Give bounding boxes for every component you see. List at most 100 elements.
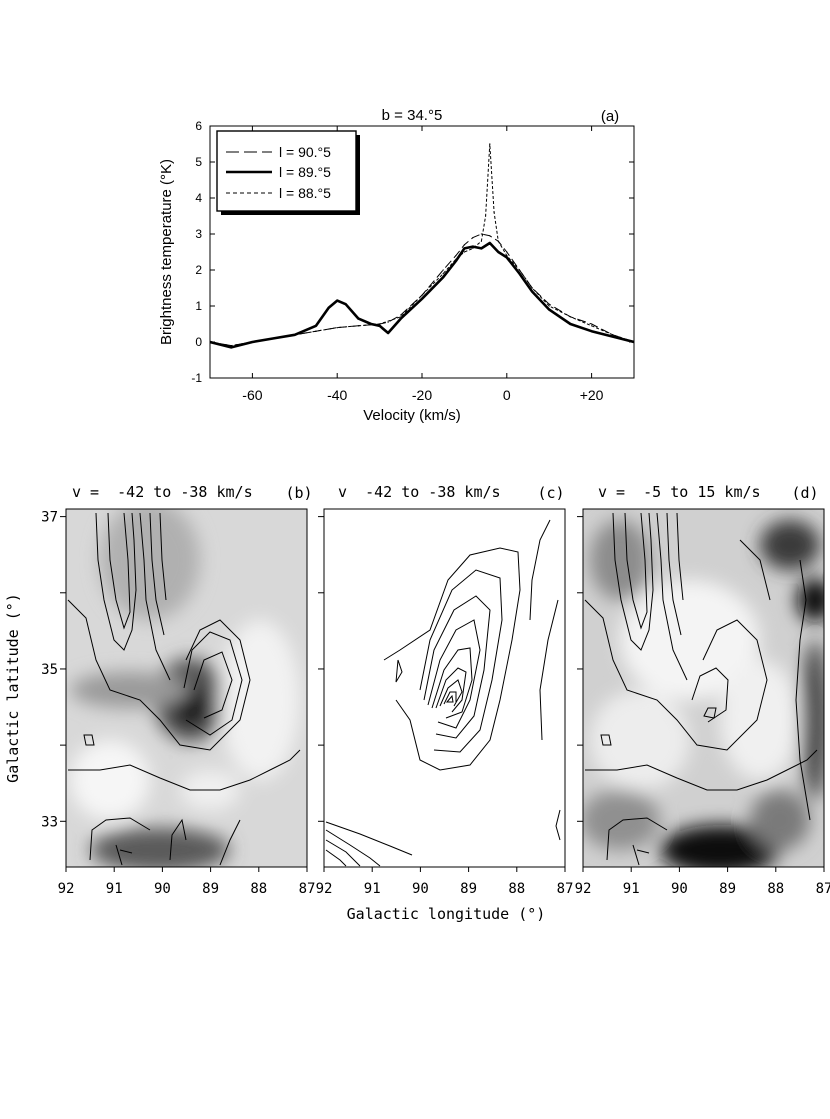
spectrum-point [518, 269, 521, 271]
spectrum-point [472, 247, 474, 249]
map-x-tick-label: 91 [623, 881, 640, 897]
spectrum-x-label: Velocity (km/s) [363, 407, 461, 424]
spectrum-point [472, 237, 474, 239]
map-b-contours [67, 512, 301, 866]
map-b-axes [60, 516, 308, 872]
map-x-tick-label: 92 [58, 881, 75, 897]
map-d-axes [577, 516, 825, 872]
map-b-panel-label: (b) [285, 484, 312, 502]
legend-label-l88: l = 88.°5 [279, 185, 331, 201]
spectrum-point [387, 321, 389, 323]
spectrum-point [442, 269, 444, 271]
map-y-label: Galactic latitude (°) [4, 593, 22, 783]
spectrum-x-axis: -60 -40 -20 0 +20 [242, 126, 604, 403]
map-x-tick-label: 89 [202, 881, 219, 897]
spectrum-point [497, 251, 499, 253]
map-x-tick-label: 92 [316, 881, 333, 897]
map-x-label: Galactic longitude (°) [347, 905, 546, 923]
spectrum-y-tick-label: 6 [195, 119, 202, 133]
map-x-tick-label: 88 [250, 881, 267, 897]
map-c-contours [325, 519, 561, 867]
spectrum-point [591, 323, 593, 325]
spectrum-point [633, 341, 634, 343]
spectrum-point [400, 316, 402, 318]
spectrum-point [485, 215, 487, 217]
map-x-tick-label: 88 [508, 881, 525, 897]
spectrum-point [612, 336, 614, 338]
map-y-tick-labels: 37 35 33 [41, 510, 58, 831]
spectrum-point [489, 143, 491, 145]
map-d-greyscale [583, 509, 824, 867]
map-b-greyscale [66, 509, 307, 867]
map-x-tick-label: 88 [767, 881, 784, 897]
map-d-contours [584, 512, 818, 866]
spectrum-point [569, 316, 572, 318]
spectrum-point [480, 233, 482, 235]
spectrum-point [315, 330, 317, 332]
map-y-tick-label: 37 [41, 510, 58, 526]
spectrum-point [455, 255, 457, 257]
spectrum-point [251, 341, 253, 343]
spectrum-y-tick-label: 1 [195, 299, 202, 313]
spectrum-point [328, 307, 330, 309]
spectrum-point [336, 327, 338, 329]
spectrum-panel-label: (a) [601, 108, 619, 125]
spectrum-x-tick-label: -40 [327, 387, 347, 403]
map-c [318, 508, 566, 872]
spectrum-point [493, 211, 495, 213]
spectrum-point [379, 323, 381, 325]
map-x-tick-label: 90 [154, 881, 171, 897]
map-x-tick-label: 87 [299, 881, 316, 897]
map-b-title: v = -42 to -38 km/s [72, 483, 253, 501]
spectrum-point [294, 334, 296, 336]
spectrum-point [531, 287, 533, 289]
map-d-frame [582, 508, 825, 868]
spectrum-series-line-1 [210, 241, 634, 349]
spectrum-series [210, 143, 634, 349]
map-x-tick-label: 92 [575, 881, 592, 897]
map-x-tick-label: 91 [106, 881, 123, 897]
spectrum-point [472, 246, 474, 248]
map-b [60, 508, 308, 872]
map-c-axes [318, 516, 566, 872]
spectrum-point [230, 346, 232, 348]
spectrum-point [548, 303, 550, 305]
spectrum-point [336, 300, 338, 302]
spectrum-point [455, 260, 457, 262]
map-x-tick-label: 90 [412, 881, 429, 897]
map-x-tick-label: 90 [671, 881, 688, 897]
spectrum-x-tick-label: -60 [242, 387, 262, 403]
spectrum-point [315, 325, 317, 327]
spectrum-point [463, 247, 465, 249]
spectrum-point [506, 251, 508, 253]
spectrum-point [273, 337, 275, 339]
spectrum-x-tick-label: 0 [503, 387, 511, 403]
spectrum-point [357, 325, 359, 327]
spectrum-point [345, 303, 347, 305]
map-y-tick-label: 35 [41, 662, 58, 678]
spectrum-y-label: Brightness temperature (°K) [158, 159, 175, 345]
spectrum-point [463, 251, 465, 253]
spectrum-point [442, 273, 444, 275]
spectrum-point [548, 305, 550, 307]
spectrum-point [421, 298, 423, 300]
spectrum-series-line-0 [210, 233, 634, 347]
map-x-tick-labels: 92 91 90 89 88 87 92 91 90 89 88 87 92 91 90 89 88 87 [58, 881, 830, 897]
spectrum-point [421, 294, 423, 296]
map-b-frame [65, 508, 308, 868]
spectrum-point [463, 244, 465, 246]
spectrum-point [506, 255, 508, 257]
spectrum-y-tick-label: 5 [195, 155, 202, 169]
map-x-tick-label: 89 [719, 881, 736, 897]
map-d-title: v = -5 to 15 km/s [598, 483, 761, 501]
spectrum-point [400, 314, 402, 316]
spectrum-point [548, 309, 550, 311]
spectrum-y-tick-label: -1 [191, 371, 202, 385]
map-x-tick-label: 89 [460, 881, 477, 897]
spectrum-point [591, 325, 593, 327]
spectrum-point [442, 276, 444, 278]
spectrum-point [387, 332, 389, 334]
map-x-tick-label: 87 [557, 881, 574, 897]
spectrum-point [455, 258, 457, 260]
